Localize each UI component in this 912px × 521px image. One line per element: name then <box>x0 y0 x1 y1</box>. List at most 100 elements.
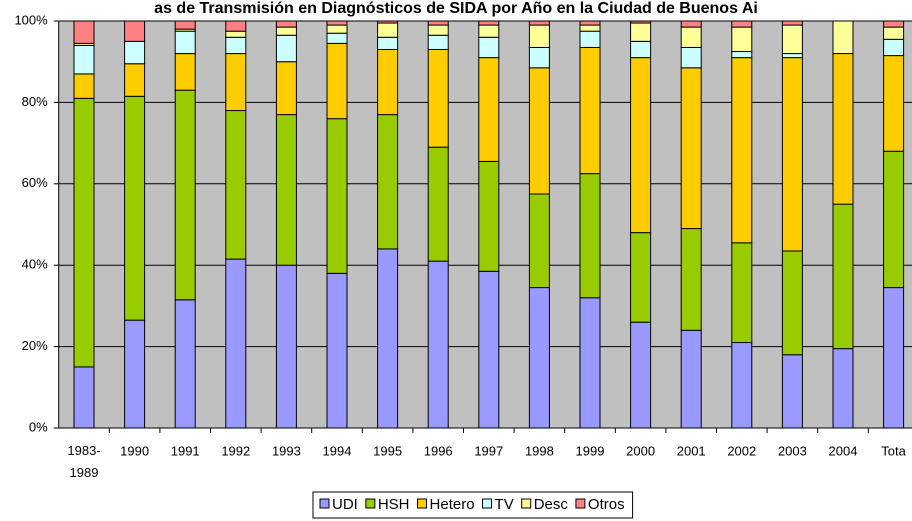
bar-segment <box>883 150 905 289</box>
bar-segment <box>781 24 803 55</box>
bar-segment <box>427 34 449 50</box>
x-tick-label: 2001 <box>677 443 706 458</box>
bar-segment <box>225 30 247 38</box>
y-tick-label: 60% <box>22 175 48 190</box>
bar-segment <box>680 329 702 429</box>
legend-swatch <box>417 498 428 509</box>
x-tick-label: 1991 <box>171 443 200 458</box>
bar-segment <box>832 53 854 205</box>
bar-segment <box>478 270 500 429</box>
bar-segment <box>731 242 753 344</box>
bar-segment <box>528 67 550 195</box>
bar-segment <box>579 20 601 26</box>
legend-label: UDI <box>332 496 358 513</box>
bar-segment <box>124 40 146 65</box>
bar-segment <box>174 299 196 429</box>
bar-segment <box>174 53 196 91</box>
y-tick-label: 20% <box>22 338 48 353</box>
bar-segment <box>478 24 500 38</box>
bar-segment <box>630 321 652 429</box>
legend-swatch <box>365 498 376 509</box>
bar-segment <box>225 258 247 429</box>
bar-segment <box>731 342 753 429</box>
bar-segment <box>326 42 348 120</box>
bar-segment <box>781 250 803 356</box>
bar-segment <box>73 44 95 75</box>
bar-segment <box>326 20 348 26</box>
bar-segment <box>427 24 449 36</box>
bar-segment <box>427 260 449 429</box>
x-tick-label: Tota <box>881 443 906 458</box>
bar-segment <box>377 114 399 250</box>
bar-segment <box>731 20 753 28</box>
bar-segment <box>528 46 550 69</box>
y-tick-label: 40% <box>22 257 48 272</box>
bar-segment <box>275 20 297 28</box>
bar-segment <box>427 20 449 26</box>
bar-segment <box>680 26 702 48</box>
bar-segment <box>377 48 399 116</box>
bar-segment <box>478 20 500 26</box>
bar-segment <box>579 173 601 299</box>
bar-segment <box>528 193 550 289</box>
bar-segment <box>275 114 297 266</box>
bar-segment <box>832 348 854 429</box>
bar-segment <box>73 97 95 368</box>
bar-segment <box>883 55 905 152</box>
bar-segment <box>731 51 753 59</box>
bar-segment <box>174 20 196 30</box>
bar-segment <box>731 57 753 244</box>
bar-segment <box>478 160 500 272</box>
bar-segment <box>225 20 247 32</box>
bar-segment <box>225 53 247 112</box>
bar-segment <box>781 57 803 252</box>
bar-segment <box>377 20 399 24</box>
bar-segment <box>326 32 348 44</box>
bar-segment <box>630 232 652 323</box>
legend: UDI HSH Hetero TV Desc Otros <box>312 491 634 519</box>
bar-segment <box>427 146 449 262</box>
bar-segment <box>579 24 601 32</box>
bar-segment <box>883 20 905 28</box>
bar-segment <box>832 203 854 350</box>
bar-segment <box>225 110 247 260</box>
bar-segment <box>377 248 399 429</box>
bar-segment <box>427 48 449 148</box>
bar-segment <box>680 67 702 230</box>
bar-segment <box>579 30 601 48</box>
bar-segment <box>124 20 146 42</box>
bar-segment <box>275 34 297 63</box>
bar-segment <box>680 46 702 69</box>
legend-label: Hetero <box>430 496 475 513</box>
bar-segment <box>579 46 601 175</box>
bar-segment <box>326 118 348 274</box>
legend-label: HSH <box>378 496 410 513</box>
x-tick-label: 1990 <box>120 443 149 458</box>
bar-segment <box>124 63 146 97</box>
x-tick-label: 1993 <box>272 443 301 458</box>
x-tick-label: 1996 <box>424 443 453 458</box>
y-tick-label: 100% <box>14 12 48 27</box>
x-tick-label: 1997 <box>474 443 503 458</box>
bar-segment <box>579 297 601 429</box>
bar-segment <box>832 20 854 55</box>
bar-segment <box>73 73 95 99</box>
legend-label: Desc <box>534 496 569 513</box>
bar-segment <box>883 26 905 40</box>
bar-segment <box>883 38 905 57</box>
bar-segment <box>225 36 247 55</box>
bar-segment <box>478 36 500 59</box>
legend-label: TV <box>495 496 514 513</box>
bar-segment <box>630 40 652 59</box>
bar-segment <box>781 53 803 59</box>
x-tick-label: 1998 <box>525 443 554 458</box>
x-tick-label: 1994 <box>323 443 352 458</box>
x-tick-label: 2004 <box>829 443 858 458</box>
x-tick-label: 1995 <box>373 443 402 458</box>
bar-segment <box>326 24 348 34</box>
bar-segment <box>73 366 95 429</box>
bar-segment <box>528 24 550 48</box>
bar-segment <box>124 95 146 321</box>
